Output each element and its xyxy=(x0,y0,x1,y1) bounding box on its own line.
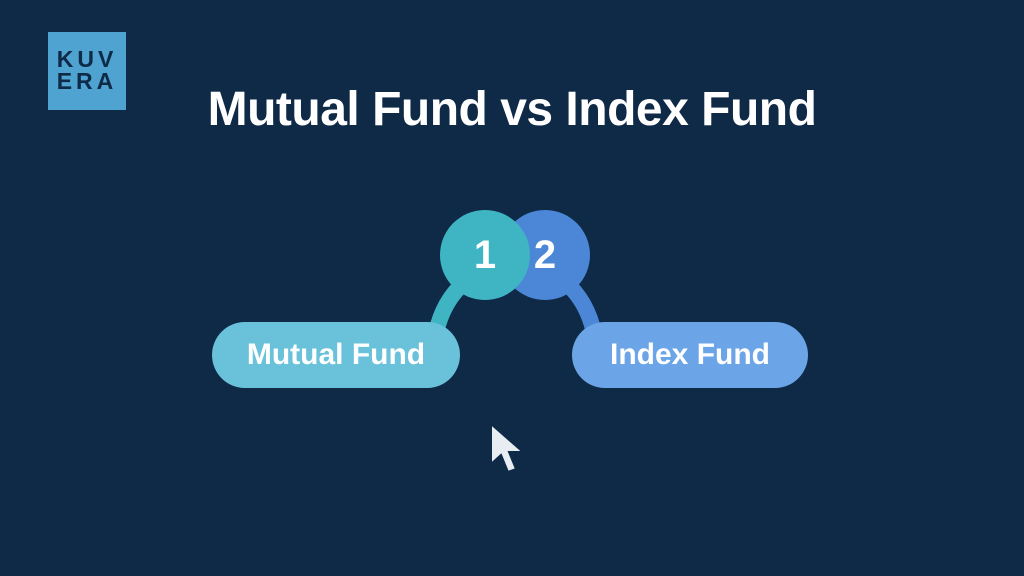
venn-circle-1: 1 xyxy=(440,210,530,300)
pill-mutual-fund-label: Mutual Fund xyxy=(247,338,425,372)
pill-index-fund: Index Fund xyxy=(572,322,808,388)
venn-circle-2-label: 2 xyxy=(534,233,556,278)
venn-circle-1-label: 1 xyxy=(474,233,496,278)
page-title: Mutual Fund vs Index Fund xyxy=(0,82,1024,137)
cursor-icon xyxy=(485,420,529,478)
pill-mutual-fund: Mutual Fund xyxy=(212,322,460,388)
infographic-canvas: KUV ERA Mutual Fund vs Index Fund 1 2 Mu… xyxy=(0,0,1024,576)
cursor-path xyxy=(491,424,523,472)
pill-index-fund-label: Index Fund xyxy=(610,338,770,372)
